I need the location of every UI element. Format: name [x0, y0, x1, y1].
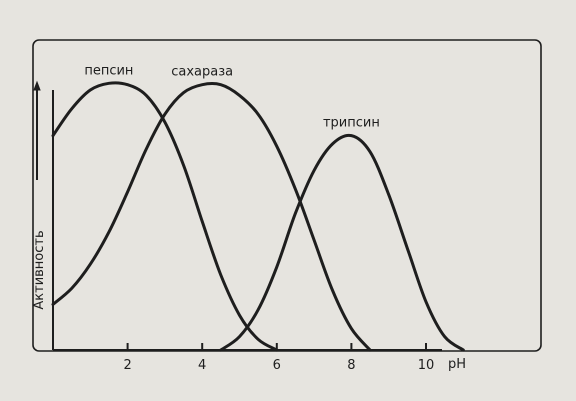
- x-tick-label-8: 8: [347, 358, 355, 373]
- series-labels-layer: пепсин сахараза трипсин: [84, 63, 379, 130]
- series-curve-0: [51, 81, 279, 352]
- series-label-1: сахараза: [171, 65, 233, 80]
- x-axis-title: pH: [448, 357, 466, 372]
- x-tick-label-2: 2: [123, 358, 131, 373]
- series-label-0: пепсин: [84, 63, 133, 78]
- x-ticks-layer: 2 4 6 8 10: [123, 343, 434, 373]
- series-label-2: трипсин: [323, 116, 380, 131]
- series-curve-1: [51, 82, 372, 352]
- x-tick-label-4: 4: [198, 358, 206, 373]
- y-axis-arrow-icon: [33, 80, 41, 91]
- y-axis-title: Активность: [32, 230, 47, 309]
- curves-layer: [51, 81, 465, 352]
- x-tick-label-6: 6: [273, 358, 281, 373]
- series-curve-2: [219, 133, 465, 352]
- chart-frame: [32, 39, 542, 352]
- x-tick-label-10: 10: [418, 358, 435, 373]
